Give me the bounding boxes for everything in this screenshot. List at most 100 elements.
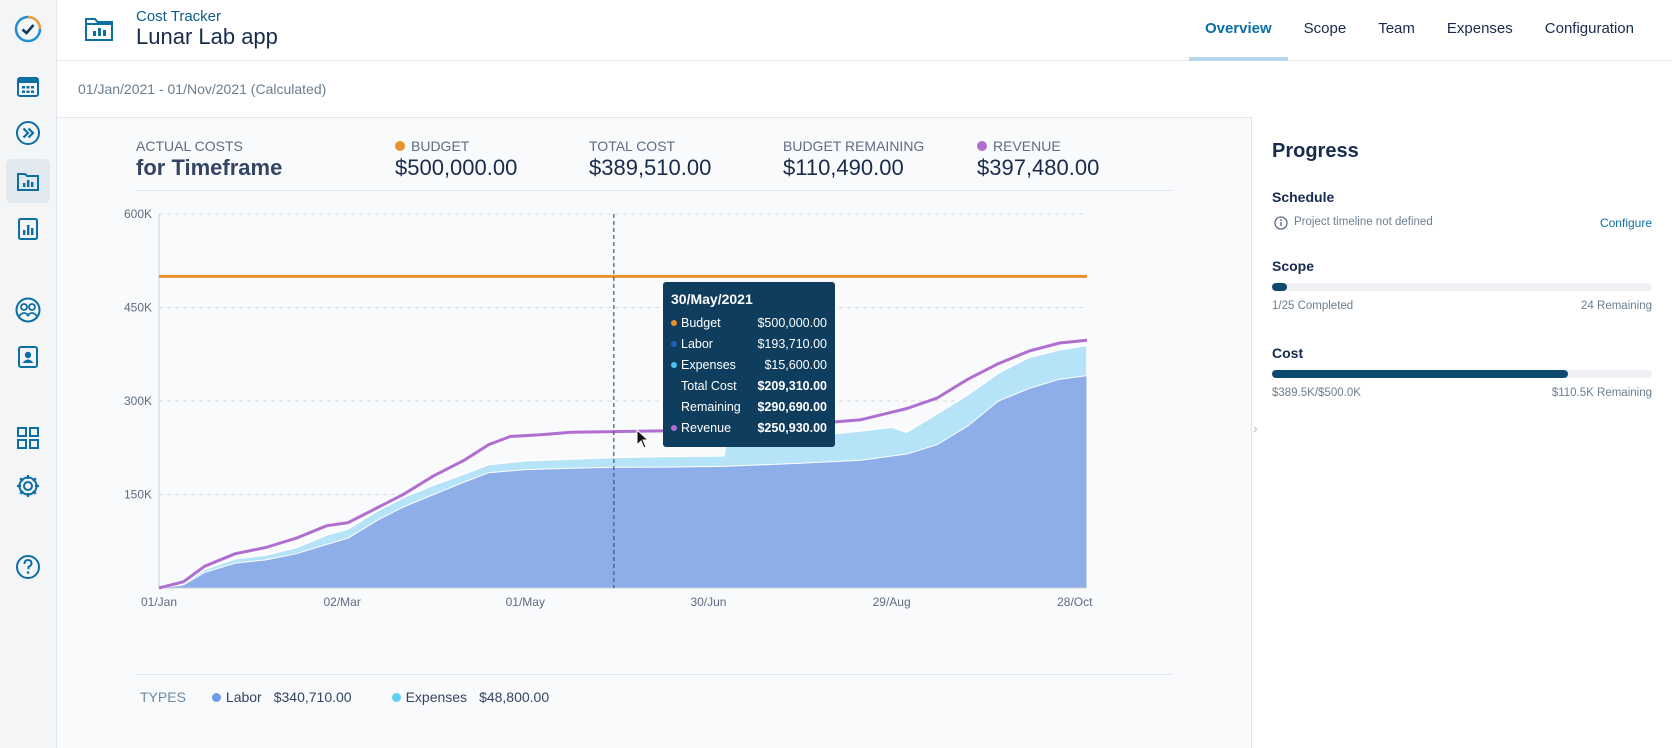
kpi-actual-costs-sub: for Timeframe	[136, 155, 283, 180]
tooltip-value: $290,690.00	[757, 399, 827, 414]
info-icon	[1274, 216, 1288, 230]
kpi-revenue-label: Revenue	[993, 138, 1061, 154]
tab-scope[interactable]: Scope	[1303, 20, 1347, 37]
breadcrumb[interactable]: Cost Tracker	[136, 8, 222, 25]
revenue-line	[158, 338, 1088, 590]
dashboard-grid-icon[interactable]	[6, 416, 50, 460]
date-range-label[interactable]: 01/Jan/2021 - 01/Nov/2021 (Calculated)	[78, 81, 327, 97]
scope-progress-fill	[1272, 283, 1288, 291]
cost-remaining: $110.5K Remaining	[1551, 387, 1652, 399]
scope-remaining: 24 Remaining	[1581, 300, 1652, 312]
kpi-total-cost-label: Total Cost	[589, 138, 676, 154]
x-tick-label: 29/Aug	[873, 595, 911, 609]
tooltip-row: Total Cost $209,310.00	[671, 375, 827, 396]
tooltip-date: 30/May/2021	[671, 291, 753, 307]
tooltip-dot	[671, 424, 677, 431]
cost-title: Cost	[1272, 345, 1304, 361]
folder-chart-icon	[85, 18, 113, 41]
revenue-legend-dot	[977, 141, 987, 151]
cost-progress-fill	[1272, 370, 1569, 378]
type-expenses-label: Expenses	[405, 689, 468, 705]
kpi-budget-remaining-value: $110,490.00	[783, 155, 904, 180]
page-header: Cost Tracker Lunar Lab app Overview Scop…	[57, 0, 1672, 61]
type-expenses[interactable]: Expenses $48,800.00	[391, 689, 550, 705]
labor-area	[158, 375, 1088, 589]
tooltip-value: $250,930.00	[757, 420, 827, 435]
x-tick-label: 01/Jan	[141, 595, 177, 609]
chart-panel: Actual Costs for Timeframe Budget $500,0…	[57, 117, 1252, 748]
kpi-budget-value: $500,000.00	[395, 155, 518, 180]
tooltip-label: Labor	[681, 336, 713, 351]
tooltip-label: Remaining	[681, 399, 741, 414]
kpi-actual-costs: Actual Costs for Timeframe	[136, 138, 282, 181]
kpi-revenue-value: $397,480.00	[977, 155, 1100, 180]
tooltip-row: Revenue $250,930.00	[671, 417, 827, 438]
y-tick-label: 600K	[124, 207, 152, 221]
type-labor-value: $340,710.00	[273, 689, 352, 705]
team-icon[interactable]	[6, 288, 50, 332]
tooltip-dot	[671, 340, 677, 347]
tab-expenses[interactable]: Expenses	[1446, 20, 1513, 37]
type-labor[interactable]: Labor $340,710.00	[211, 689, 352, 705]
kpi-actual-costs-label: Actual Costs	[136, 138, 243, 154]
cost-tracker-icon[interactable]	[6, 159, 50, 203]
kpi-budget-remaining-label: Budget Remaining	[783, 138, 925, 154]
tooltip-value: $500,000.00	[757, 315, 827, 330]
type-expenses-value: $48,800.00	[479, 689, 550, 705]
fast-forward-icon[interactable]	[6, 111, 50, 155]
schedule-note: Project timeline not defined	[1294, 216, 1433, 228]
mouse-cursor-icon	[636, 428, 650, 449]
types-label: Types	[140, 689, 186, 705]
tab-bar: Overview Scope Team Expenses Configurati…	[1188, 0, 1650, 61]
cost-chart[interactable]: 600K 450K 300K 150K 01/Jan 02/Mar 01/May 30/Jun…	[57, 118, 1252, 678]
tooltip-label: Total Cost	[681, 378, 737, 393]
x-tick-label: 30/Jun	[690, 595, 726, 609]
calendar-icon[interactable]	[6, 64, 50, 108]
chart-tooltip: 30/May/2021 Budget $500,000.00 Labor $193,7…	[663, 282, 835, 447]
x-tick-label: 01/May	[506, 595, 545, 609]
cost-used: $389.5K/$500.0K	[1272, 387, 1361, 399]
y-tick-label: 450K	[124, 301, 152, 315]
kpi-revenue: Revenue $397,480.00	[977, 138, 1099, 181]
left-nav-rail	[0, 0, 57, 748]
user-profile-icon[interactable]	[6, 335, 50, 379]
kpi-divider	[136, 190, 1173, 191]
y-tick-label: 300K	[124, 394, 152, 408]
configure-link[interactable]: Configure	[1599, 216, 1652, 230]
x-tick-label: 28/Oct	[1057, 595, 1093, 609]
labor-legend-dot	[211, 692, 221, 702]
tooltip-value: $209,310.00	[757, 378, 827, 393]
collapse-panel-chevron-icon[interactable]: ›	[1253, 420, 1258, 436]
kpi-budget-label: Budget	[411, 138, 470, 154]
schedule-title: Schedule	[1272, 189, 1335, 205]
budget-legend-dot	[395, 141, 405, 151]
tooltip-row: Remaining $290,690.00	[671, 396, 827, 417]
scope-progress-bar	[1272, 283, 1652, 291]
tooltip-label: Revenue	[681, 420, 732, 435]
tooltip-label: Budget	[681, 315, 721, 330]
kpi-budget-remaining: Budget Remaining $110,490.00	[783, 138, 924, 181]
tab-team[interactable]: Team	[1378, 20, 1415, 37]
types-divider	[136, 674, 1173, 675]
app-logo-icon[interactable]	[6, 7, 50, 51]
tooltip-row: Budget $500,000.00	[671, 312, 827, 333]
type-labor-label: Labor	[225, 689, 262, 705]
tooltip-value: $193,710.00	[757, 336, 827, 351]
kpi-budget: Budget $500,000.00	[395, 138, 517, 181]
tooltip-dot	[671, 361, 677, 368]
tooltip-row: Labor $193,710.00	[671, 333, 827, 354]
y-tick-label: 150K	[124, 488, 152, 502]
report-icon[interactable]	[6, 207, 50, 251]
settings-gear-icon[interactable]	[6, 464, 50, 508]
tab-configuration[interactable]: Configuration	[1544, 20, 1634, 37]
scope-title: Scope	[1272, 258, 1315, 274]
kpi-total-cost-value: $389,510.00	[589, 155, 712, 180]
progress-title: Progress	[1272, 140, 1359, 162]
tooltip-value: $15,600.00	[764, 357, 827, 372]
page-title: Lunar Lab app	[136, 24, 278, 49]
progress-panel: Progress Schedule Project timeline not d…	[1252, 117, 1672, 748]
tooltip-label: Expenses	[681, 357, 736, 372]
types-legend: Types Labor $340,710.00 Expenses $48,800…	[140, 689, 589, 705]
tab-overview[interactable]: Overview	[1188, 0, 1288, 61]
help-icon[interactable]	[6, 545, 50, 589]
